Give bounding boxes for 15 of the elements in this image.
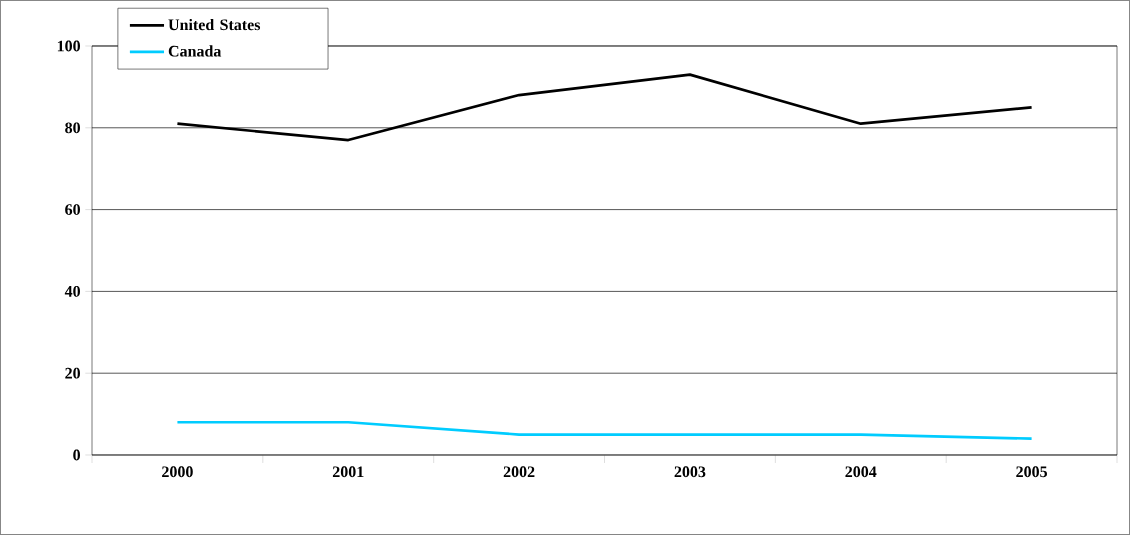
- y-tick-label: 0: [73, 449, 81, 461]
- legend-label: Canada: [168, 45, 222, 57]
- y-tick-label: 100: [57, 40, 81, 52]
- x-tick-label: 2005: [1016, 466, 1047, 478]
- y-tick-label: 40: [64, 285, 81, 297]
- legend-label: United States: [168, 18, 261, 31]
- x-tick-label: 2003: [674, 466, 706, 478]
- y-tick-label: 80: [65, 122, 81, 134]
- y-tick-label: 60: [65, 204, 81, 215]
- line-series: [176, 73, 1033, 142]
- x-tick-label: 2001: [332, 466, 364, 478]
- x-tick-label: 2000: [162, 466, 193, 478]
- x-tick-label: 2002: [503, 466, 535, 478]
- y-tick-label: 20: [65, 367, 81, 379]
- x-tick-label: 2004: [845, 466, 877, 478]
